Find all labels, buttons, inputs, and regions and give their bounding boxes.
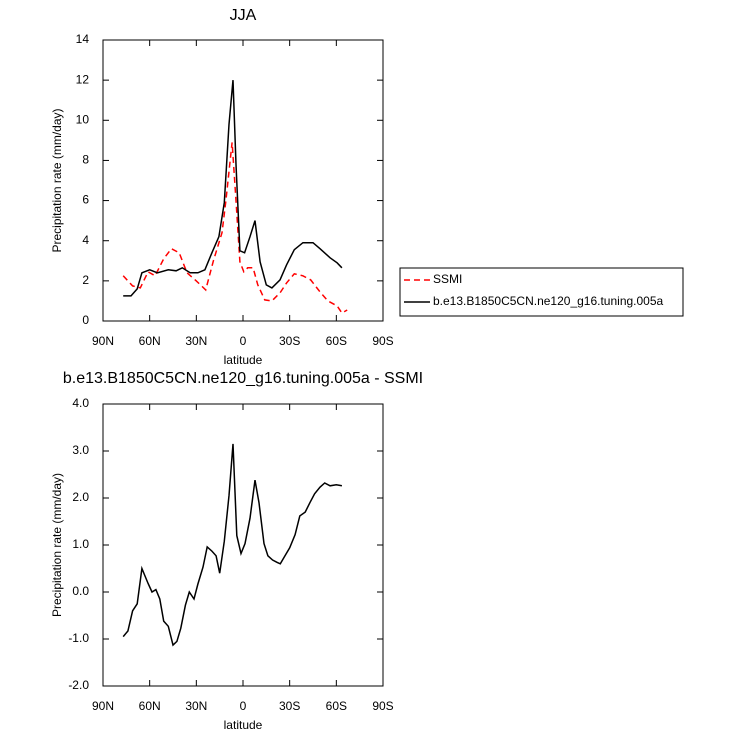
x-tick-label: 30N xyxy=(185,334,207,348)
x-tick-label: 90N xyxy=(92,334,114,348)
chart-title: JJA xyxy=(230,7,257,24)
x-tick-label: 0 xyxy=(240,699,247,713)
y-tick-label: 14 xyxy=(76,32,90,46)
data-line xyxy=(123,80,343,297)
y-tick-label: 4.0 xyxy=(72,396,89,410)
x-tick-label: 60S xyxy=(326,699,347,713)
x-tick-label: 30S xyxy=(279,699,300,713)
x-tick-label: 60S xyxy=(326,334,347,348)
y-tick-label: 2.0 xyxy=(72,490,89,504)
x-tick-label: 90N xyxy=(92,699,114,713)
legend-box xyxy=(399,267,684,317)
y-tick-label: 8 xyxy=(82,153,89,167)
y-tick-label: 4 xyxy=(82,233,89,247)
x-tick-label: 90S xyxy=(372,699,393,713)
legend-label: b.e13.B1850C5CN.ne120_g16.tuning.005a xyxy=(433,294,664,308)
y-tick-label: -2.0 xyxy=(68,678,89,692)
x-axis-title: latitude xyxy=(224,718,263,732)
y-tick-label: 3.0 xyxy=(72,443,89,457)
y-tick-label: 6 xyxy=(82,193,89,207)
data-line xyxy=(122,142,348,314)
y-axis-title: Precipitation rate (mm/day) xyxy=(50,473,64,617)
x-tick-label: 60N xyxy=(139,334,161,348)
y-tick-label: 0 xyxy=(82,313,89,327)
x-axis-title: latitude xyxy=(224,353,263,367)
chart-title: b.e13.B1850C5CN.ne120_g16.tuning.005a - … xyxy=(63,370,423,387)
legend-label: SSMI xyxy=(433,272,462,286)
y-axis-title: Precipitation rate (mm/day) xyxy=(50,108,64,252)
legend: SSMI b.e13.B1850C5CN.ne120_g16.tuning.005… xyxy=(399,267,684,317)
plot-frame xyxy=(102,39,384,322)
y-tick-label: 2 xyxy=(82,273,89,287)
y-tick-label: 12 xyxy=(76,72,90,86)
x-tick-label: 0 xyxy=(240,334,247,348)
x-tick-label: 30N xyxy=(185,699,207,713)
x-tick-label: 60N xyxy=(139,699,161,713)
data-line xyxy=(122,443,343,647)
y-tick-label: -1.0 xyxy=(68,631,89,645)
y-tick-label: 0.0 xyxy=(72,584,89,598)
x-tick-label: 90S xyxy=(372,334,393,348)
y-tick-label: 1.0 xyxy=(72,537,89,551)
x-tick-label: 30S xyxy=(279,334,300,348)
y-tick-label: 10 xyxy=(76,112,90,126)
plot-frame xyxy=(102,403,384,687)
